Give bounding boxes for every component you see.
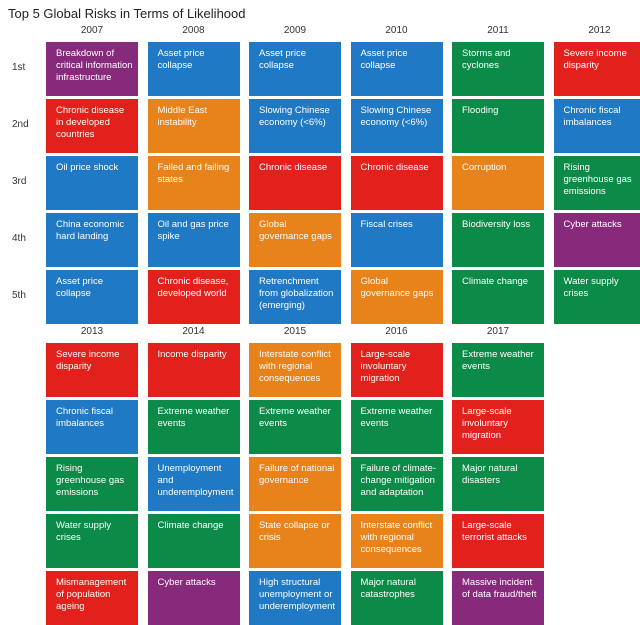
risk-cell: Corruption	[452, 156, 544, 210]
risk-cell: Chronic fiscal imbalances	[553, 99, 640, 153]
year-label: 2014	[182, 326, 205, 337]
risk-cell: Cyber attacks	[553, 213, 640, 267]
risk-cell: Extreme weather events	[350, 400, 443, 454]
risk-cell: Retrenchment from globalization (emergin…	[249, 270, 341, 324]
risk-cell: Mismanagement of population ageing	[46, 571, 138, 625]
risk-cell: Slowing Chinese economy (<6%)	[350, 99, 443, 153]
risk-cell: Asset price collapse	[147, 42, 240, 96]
risk-cell: Oil and gas price spike	[147, 213, 240, 267]
risk-cell: Climate change	[147, 514, 240, 568]
risk-cell: Extreme weather events	[452, 343, 544, 397]
rank-label: 1st	[12, 62, 26, 73]
year-label: 2013	[80, 326, 104, 337]
year-label: 2012	[588, 25, 611, 36]
risk-cell: Asset price collapse	[46, 270, 138, 324]
chart-title: Top 5 Global Risks in Terms of Likelihoo…	[8, 6, 246, 21]
risk-cell: Major natural disasters	[452, 457, 544, 511]
risk-cell: Water supply crises	[553, 270, 640, 324]
risk-cell: Chronic disease, developed world	[147, 270, 240, 324]
risk-cell: Rising greenhouse gas emissions	[553, 156, 640, 210]
risk-cell: Climate change	[452, 270, 544, 324]
risk-cell: Asset price collapse	[350, 42, 443, 96]
risk-cell: Chronic disease	[249, 156, 341, 210]
risk-cell: Large-scale terrorist attacks	[452, 514, 544, 568]
rank-label: 5th	[12, 290, 26, 301]
year-label: 2011	[487, 25, 509, 36]
risk-cell: Global governance gaps	[350, 270, 443, 324]
year-label: 2009	[283, 25, 307, 36]
risk-cell: Water supply crises	[46, 514, 138, 568]
risk-cell: Massive incident of data fraud/theft	[452, 571, 544, 625]
year-label: 2007	[80, 25, 104, 36]
risk-cell: Oil price shock	[46, 156, 138, 210]
risk-cell: High structural unemployment or underemp…	[249, 571, 341, 625]
year-label: 2008	[182, 25, 205, 36]
risk-cell: Unemployment and underemployment	[147, 457, 240, 511]
risk-cell: Interstate conflict with regional conseq…	[350, 514, 443, 568]
risk-cell: Large-scale involuntary migration	[452, 400, 544, 454]
risk-cell: Rising greenhouse gas emissions	[46, 457, 138, 511]
year-label: 2016	[385, 326, 408, 337]
risk-cell: Cyber attacks	[147, 571, 240, 625]
risk-cell: Severe income disparity	[46, 343, 138, 397]
risk-cell: Middle East instability	[147, 99, 240, 153]
risk-cell: Interstate conflict with regional conseq…	[249, 343, 341, 397]
year-label: 2017	[486, 326, 510, 337]
risk-cell: Storms and cyclones	[452, 42, 544, 96]
risk-cell: Chronic disease	[350, 156, 443, 210]
risk-cell: Flooding	[452, 99, 544, 153]
risk-cell: Chronic fiscal imbalances	[46, 400, 138, 454]
risk-cell: Extreme weather events	[147, 400, 240, 454]
risk-cell: Major natural catastrophes	[350, 571, 443, 625]
rank-label: 2nd	[12, 119, 29, 130]
year-label: 2015	[283, 326, 307, 337]
risk-cell: Failure of national governance	[249, 457, 341, 511]
risk-cell: Fiscal crises	[350, 213, 443, 267]
risk-cell: Global governance gaps	[249, 213, 341, 267]
rank-label: 4th	[12, 233, 26, 244]
risk-cell: Severe income disparity	[553, 42, 640, 96]
risk-cell: Biodiversity loss	[452, 213, 544, 267]
risk-cell: State collapse or crisis	[249, 514, 341, 568]
risk-cell: Large-scale involuntary migration	[350, 343, 443, 397]
risk-cell: Failure of climate-change mitigation and…	[350, 457, 443, 511]
risk-cell: Income disparity	[147, 343, 240, 397]
risk-cell: Breakdown of critical information infras…	[46, 42, 138, 96]
risk-cell: Slowing Chinese economy (<6%)	[249, 99, 341, 153]
rank-label: 3rd	[12, 176, 27, 187]
risk-cell: Asset price collapse	[249, 42, 341, 96]
risk-cell: Extreme weather events	[249, 400, 341, 454]
risk-cell: Chronic disease in developed countries	[46, 99, 138, 153]
risk-cell: Failed and failing states	[147, 156, 240, 210]
year-label: 2010	[385, 25, 408, 36]
risk-cell: China economic hard landing	[46, 213, 138, 267]
